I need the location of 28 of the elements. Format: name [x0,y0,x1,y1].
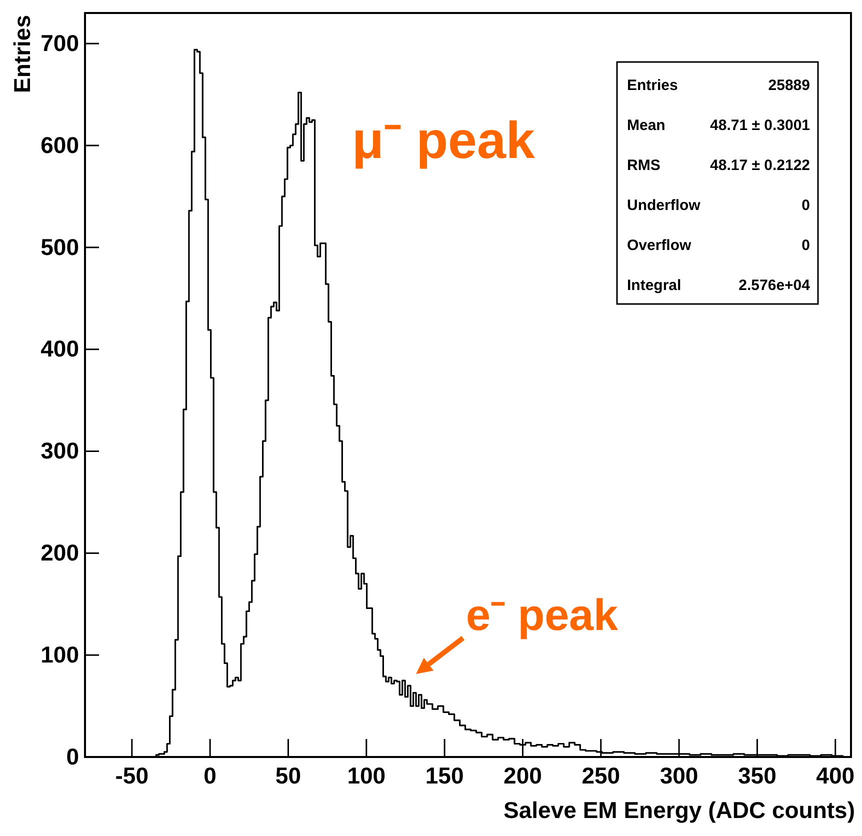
y-axis-title: Entries [9,15,35,93]
y-tick-label: 500 [40,234,79,260]
y-tick-label: 100 [40,641,79,668]
y-tick-label: 600 [40,132,79,158]
y-tick-label: 300 [40,438,79,464]
y-tick-label: 0 [66,743,79,770]
text: RMS 48.17 ± 0.2122 [627,157,810,174]
x-tick-label: 300 [660,762,698,788]
x-tick-label: 200 [504,762,542,788]
text: Mean 48.71 ± 0.3001 [627,117,810,134]
text: Overflow 0 [627,237,810,254]
annotation: μ⁻ peak [352,112,535,170]
text: Integral 2.576e+04 [627,277,810,294]
x-tick-label: -50 [115,762,149,788]
text: Underflow 0 [627,197,810,214]
x-axis-title: Saleve EM Energy (ADC counts) [504,797,855,823]
x-tick-label: 400 [816,762,855,788]
text: Entries 25889 [627,77,810,94]
x-tick-label: 50 [275,762,302,788]
y-tick-label: 400 [40,336,79,362]
x-tick-label: 100 [347,762,386,788]
y-tick-label: 700 [40,30,79,56]
x-tick-label: 250 [582,762,620,788]
y-tick-label: 200 [40,540,79,566]
x-tick-label: 0 [204,762,216,788]
x-tick-label: 350 [738,762,776,788]
annotation: e⁻ peak [466,591,619,640]
x-tick-label: 150 [425,762,464,788]
